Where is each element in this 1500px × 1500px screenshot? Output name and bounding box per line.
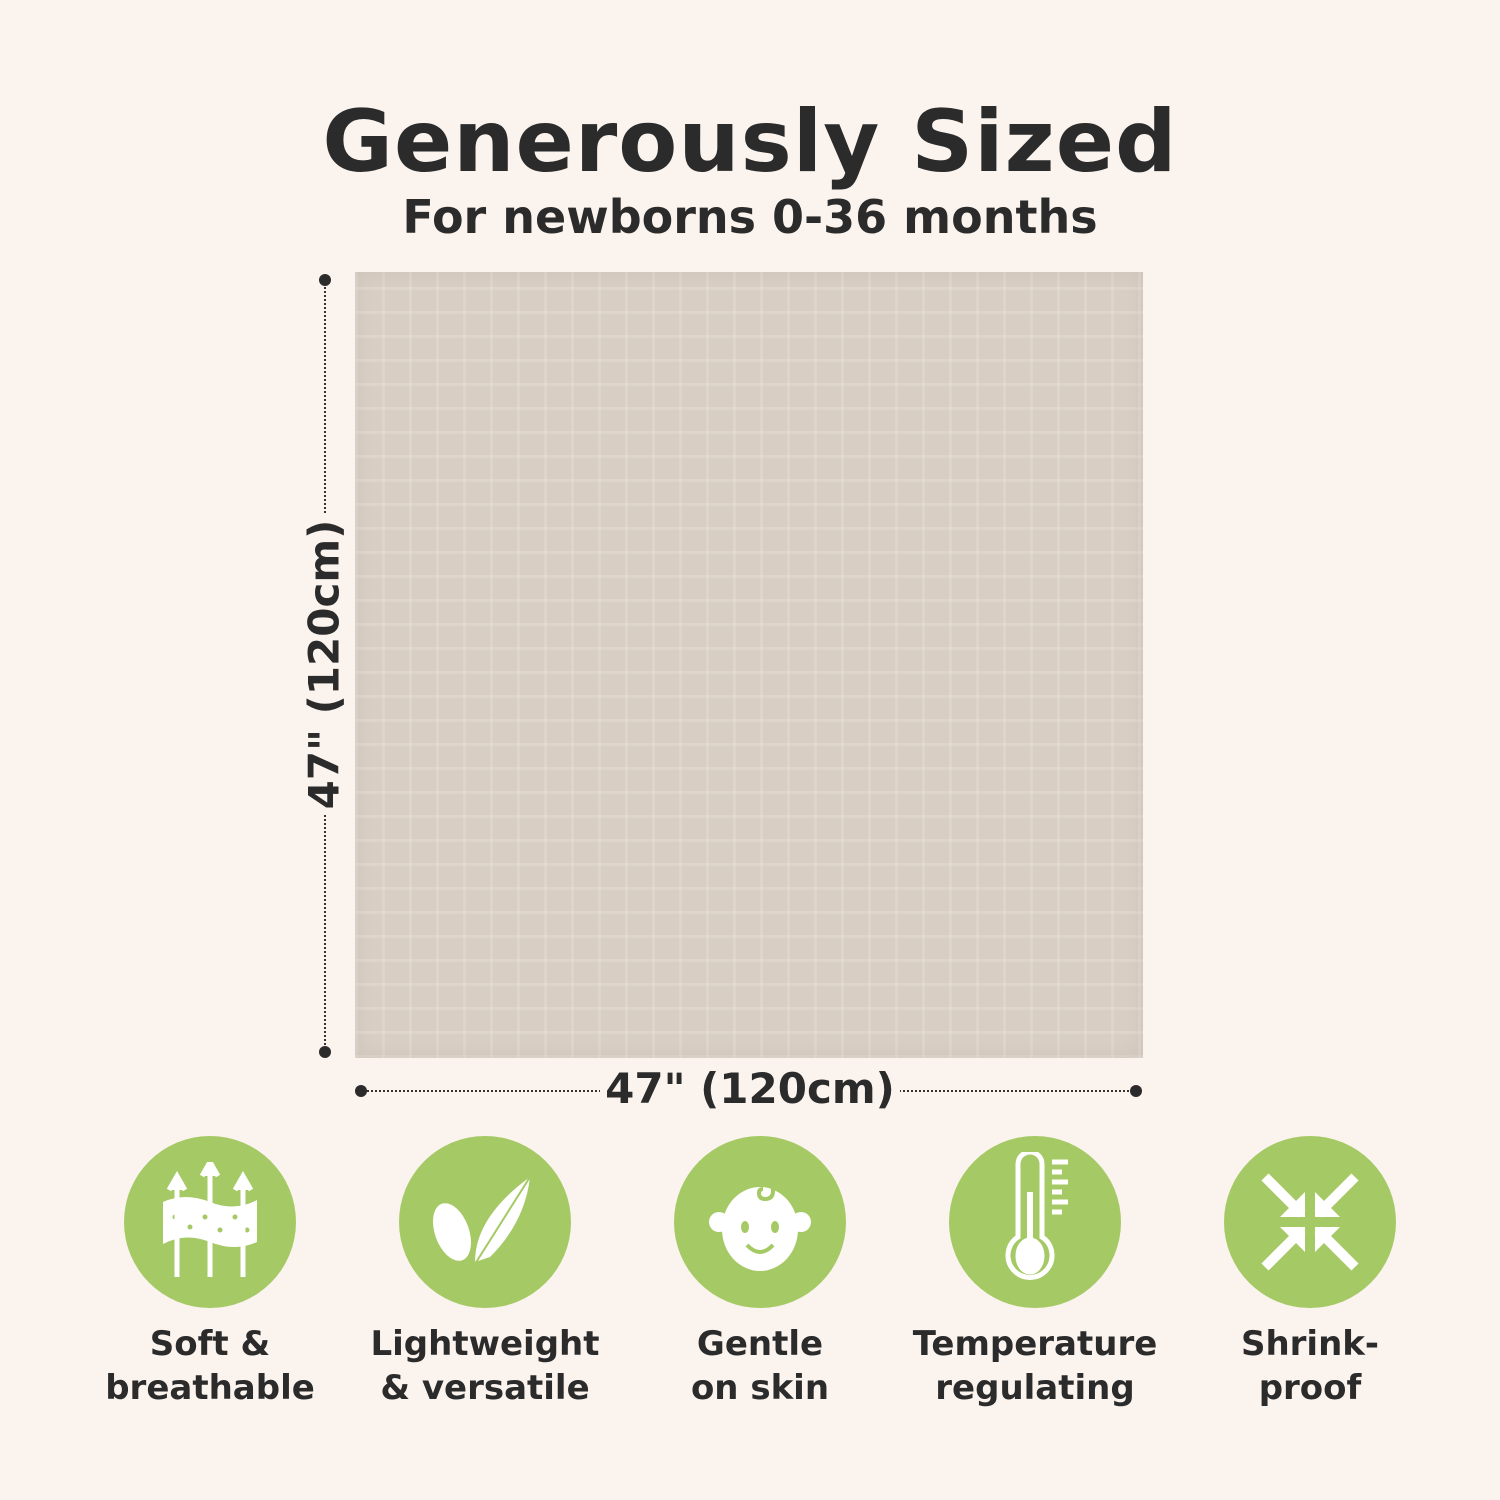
feature-label: Gentle: [696, 1324, 824, 1364]
feature-label: on skin: [690, 1368, 830, 1408]
page-title: Generously Sized: [322, 92, 1178, 192]
feature-label: proof: [1258, 1368, 1362, 1408]
dimension-dot: [319, 274, 331, 286]
feature-label: Soft &: [149, 1324, 271, 1364]
feature-icon: [399, 1136, 571, 1308]
feature-gentle: Gentle on skin: [630, 1136, 890, 1410]
breathable-fabric-icon: [124, 1136, 296, 1308]
page-subtitle: For newborns 0-36 months: [402, 190, 1098, 244]
muslin-blanket-image: [355, 272, 1143, 1058]
width-label: 47" (120cm): [600, 1064, 900, 1113]
feature-label: breathable: [105, 1368, 315, 1408]
shrink-arrows-icon: [1224, 1136, 1396, 1308]
feature-label: Temperature: [912, 1324, 1158, 1364]
dimension-dot: [319, 1046, 331, 1058]
baby-face-icon: [674, 1136, 846, 1308]
thermometer-icon: [949, 1136, 1121, 1308]
dimension-dot: [1130, 1085, 1142, 1097]
feature-label: Shrink-: [1240, 1324, 1380, 1364]
feature-temperature: Temperature regulating: [905, 1136, 1165, 1410]
feature-label: & versatile: [380, 1368, 590, 1408]
feature-label: regulating: [935, 1368, 1135, 1408]
dimension-dot: [355, 1085, 367, 1097]
feature-shrink-proof: Shrink-proof: [1180, 1136, 1440, 1410]
feature-soft-breathable: Soft & breathable: [80, 1136, 340, 1410]
height-label: 47" (120cm): [299, 514, 349, 815]
feature-label: Lightweight: [370, 1324, 600, 1364]
feature-lightweight: Lightweight & versatile: [355, 1136, 615, 1410]
